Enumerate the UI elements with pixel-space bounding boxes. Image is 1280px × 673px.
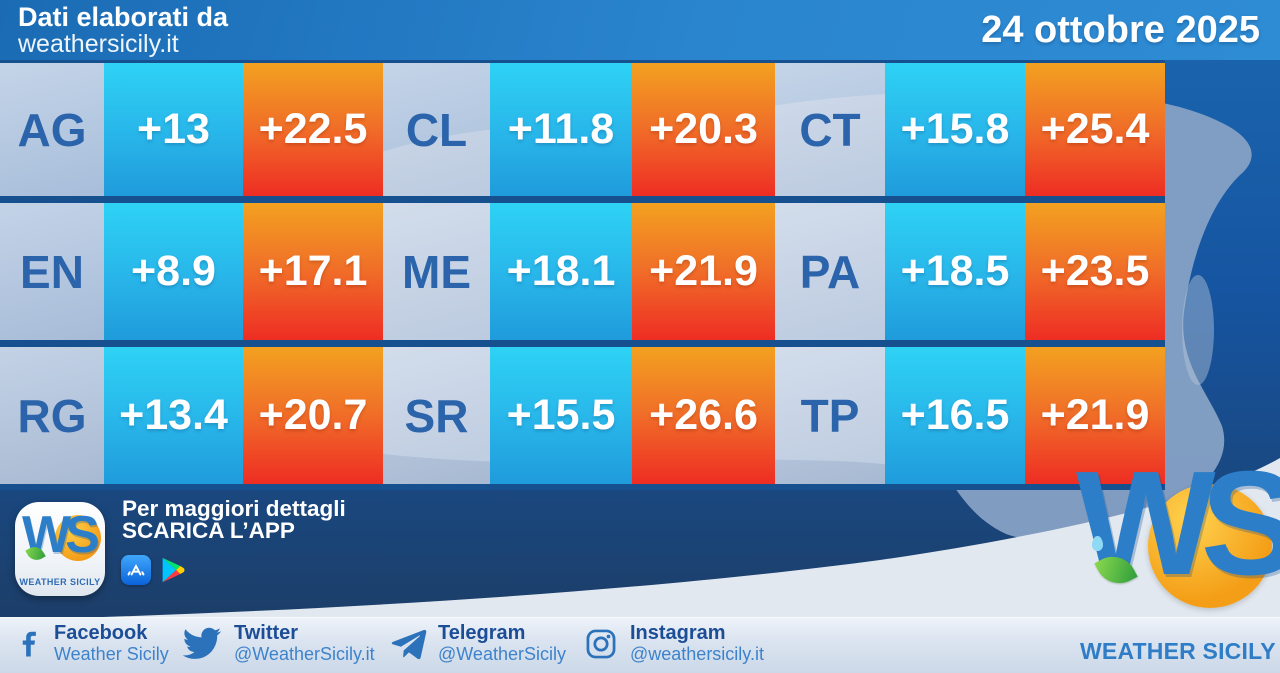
twitter-icon (182, 627, 222, 659)
app-promo-band: WS Weather Sicily Per maggiori dettagli … (0, 490, 1280, 617)
credit-line2: weathersicily.it (18, 30, 179, 59)
social-network-label: Facebook (54, 622, 148, 645)
province-code-cell: EN (0, 203, 104, 340)
row-divider (0, 60, 1165, 63)
social-handle: @weathersicily.it (630, 643, 764, 664)
province-code-cell: ME (383, 203, 490, 340)
min-temp-cell: +8.9 (104, 203, 243, 340)
promo-line-1: Per maggiori dettagli (122, 496, 346, 521)
max-temp-cell: +20.3 (632, 63, 775, 196)
social-network-label: Instagram (630, 622, 726, 644)
sun-icon (55, 515, 101, 561)
row-divider (0, 340, 1165, 347)
max-temp-cell: +26.6 (632, 347, 775, 484)
max-temp-cell: +21.9 (632, 203, 775, 340)
min-temp-cell: +15.5 (490, 347, 632, 484)
min-temp-cell: +16.5 (885, 347, 1025, 484)
credit-block: Dati elaborati da weathersicily.it (0, 3, 228, 57)
map-highlight (1182, 275, 1214, 385)
social-item-telegram[interactable]: Telegram @WeatherSicily (388, 622, 566, 664)
province-code-cell: PA (775, 203, 885, 340)
header-bar: Dati elaborati da weathersicily.it 24 ot… (0, 0, 1280, 60)
temp-row-3: RG +13.4 +20.7 SR +15.5 +26.6 TP +16.5 +… (0, 347, 1165, 484)
promo-text: Per maggiori dettagli SCARICA L’APP (122, 496, 346, 543)
social-network-label: Telegram (438, 622, 526, 644)
row-divider (0, 196, 1165, 203)
google-play-icon[interactable] (156, 554, 188, 586)
social-handle: @WeatherSicily (438, 643, 566, 664)
date-label: 24 ottobre 2025 (981, 8, 1260, 51)
min-temp-cell: +13.4 (104, 347, 243, 484)
telegram-icon (391, 629, 427, 659)
max-temp-cell: +23.5 (1025, 203, 1165, 340)
min-temp-cell: +11.8 (490, 63, 632, 196)
social-network-label: Twitter (234, 622, 299, 645)
max-temp-cell: +22.5 (243, 63, 383, 196)
temperature-grid: AG +13 +22.5 CL +11.8 +20.3 CT +15.8 +25… (0, 60, 1165, 490)
weather-sicily-app-icon: WS Weather Sicily (15, 502, 105, 596)
min-temp-cell: +18.1 (490, 203, 632, 340)
min-temp-cell: +18.5 (885, 203, 1025, 340)
province-code-cell: CL (383, 63, 490, 196)
temp-row-2: EN +8.9 +17.1 ME +18.1 +21.9 PA +18.5 +2… (0, 203, 1165, 340)
max-temp-cell: +20.7 (243, 347, 383, 484)
instagram-icon (586, 629, 616, 658)
province-code-cell: AG (0, 63, 104, 196)
social-item-instagram[interactable]: Instagram @weathersicily.it (582, 622, 764, 664)
social-item-twitter[interactable]: Twitter @WeatherSicily.it (178, 623, 375, 665)
app-store-icon[interactable] (121, 555, 151, 585)
store-badges (121, 554, 188, 586)
province-code-cell: RG (0, 347, 104, 484)
social-handle: @WeatherSicily.it (234, 644, 375, 665)
temp-row-1: AG +13 +22.5 CL +11.8 +20.3 CT +15.8 +25… (0, 63, 1165, 196)
min-temp-cell: +15.8 (885, 63, 1025, 196)
social-item-facebook[interactable]: Facebook Weather Sicily (14, 623, 169, 665)
facebook-icon (22, 631, 36, 657)
province-code-cell: TP (775, 347, 885, 484)
row-divider (0, 484, 1165, 490)
max-temp-cell: +25.4 (1025, 63, 1165, 196)
min-temp-cell: +13 (104, 63, 243, 196)
max-temp-cell: +21.9 (1025, 347, 1165, 484)
social-handle: Weather Sicily (54, 644, 169, 665)
province-code-cell: SR (383, 347, 490, 484)
promo-line-2: SCARICA L’APP (122, 518, 295, 543)
province-code-cell: CT (775, 63, 885, 196)
credit-line1: Dati elaborati da (18, 1, 229, 32)
app-icon-brand-name: Weather Sicily (19, 577, 101, 587)
social-bar: Facebook Weather Sicily Twitter @Weather… (0, 617, 1280, 673)
max-temp-cell: +17.1 (243, 203, 383, 340)
